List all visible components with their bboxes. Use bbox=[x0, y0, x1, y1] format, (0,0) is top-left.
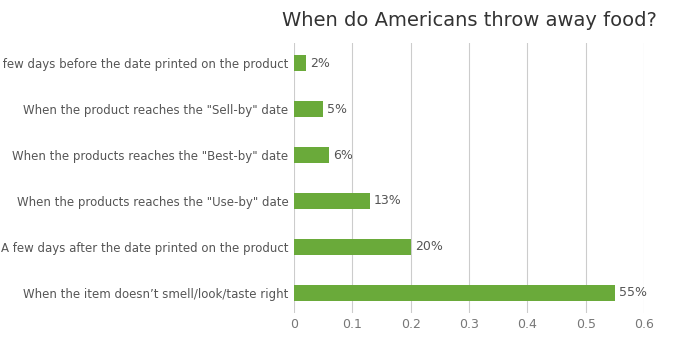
Title: When do Americans throw away food?: When do Americans throw away food? bbox=[281, 11, 657, 30]
Bar bbox=[294, 101, 323, 117]
Bar bbox=[294, 193, 370, 209]
Bar bbox=[294, 55, 306, 71]
Text: 5%: 5% bbox=[328, 103, 347, 116]
Bar bbox=[294, 147, 329, 163]
Text: 13%: 13% bbox=[374, 194, 402, 208]
Text: 2%: 2% bbox=[309, 57, 330, 69]
Text: 6%: 6% bbox=[333, 148, 353, 162]
Text: 20%: 20% bbox=[414, 240, 442, 253]
Bar bbox=[294, 285, 615, 301]
Bar bbox=[294, 239, 411, 255]
Text: 55%: 55% bbox=[619, 287, 647, 299]
